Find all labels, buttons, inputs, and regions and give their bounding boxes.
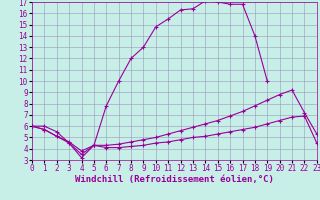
- X-axis label: Windchill (Refroidissement éolien,°C): Windchill (Refroidissement éolien,°C): [75, 175, 274, 184]
